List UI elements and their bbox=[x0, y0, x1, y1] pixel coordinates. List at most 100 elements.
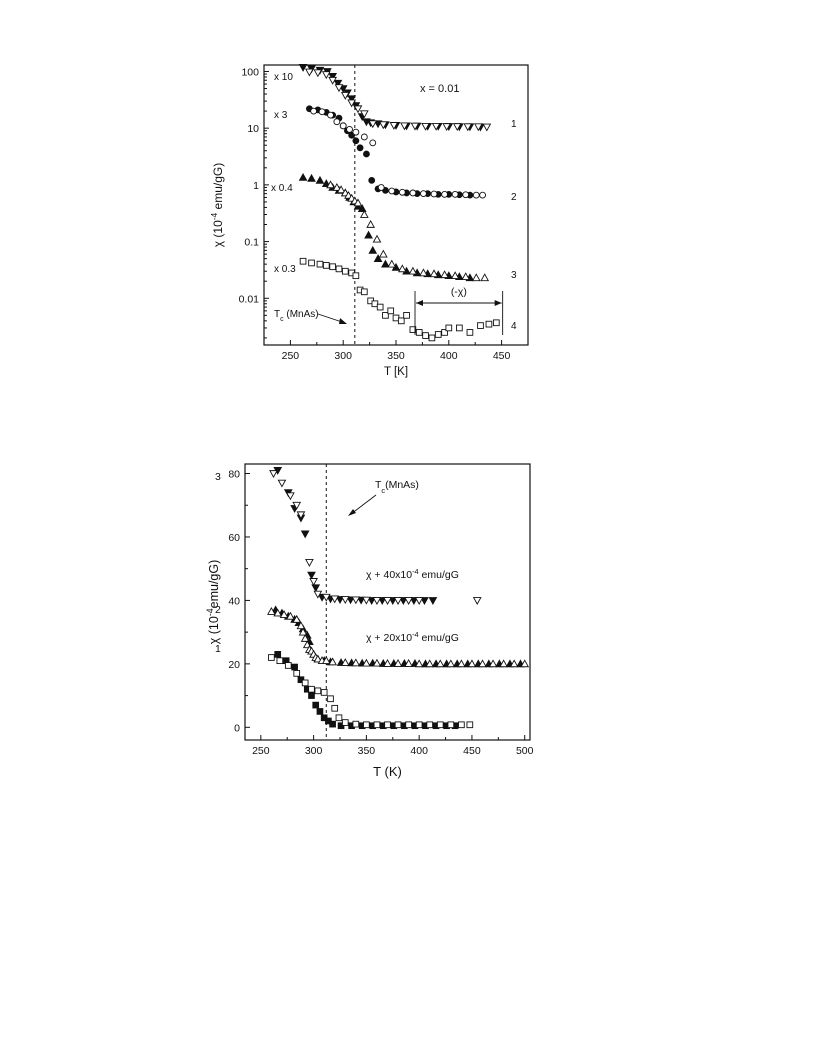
top-series-2-point bbox=[368, 176, 376, 184]
top-series-4-point bbox=[466, 329, 474, 336]
top-series-3-point bbox=[471, 273, 481, 282]
top-factor-label: x 3 bbox=[274, 110, 288, 121]
top-series-3-point bbox=[353, 198, 363, 207]
bottom-series-3-point bbox=[321, 593, 331, 602]
bottom-series-1-point bbox=[331, 704, 339, 712]
top-series-3-point bbox=[307, 173, 316, 182]
bottom-series-2-point bbox=[446, 659, 456, 668]
bottom-x-tick-label: 450 bbox=[463, 745, 481, 757]
top-series-1-point bbox=[463, 123, 473, 132]
top-x-tick-label: 450 bbox=[493, 350, 511, 362]
top-curve-label: 3 bbox=[511, 270, 517, 281]
bottom-series-2-point bbox=[362, 658, 371, 667]
top-series-2-point bbox=[441, 190, 448, 198]
bottom-series-2-point bbox=[509, 659, 519, 668]
top-series-2-point bbox=[377, 184, 385, 191]
top-y-tick-label: 0.1 bbox=[244, 237, 259, 249]
top-series-1-point bbox=[298, 64, 308, 72]
bottom-series-3-point bbox=[372, 597, 382, 605]
bottom-series-1-point bbox=[447, 721, 455, 729]
top-curve-label: 4 bbox=[511, 321, 517, 332]
top-series-4-point bbox=[456, 324, 463, 332]
top-series-4-point bbox=[376, 303, 384, 311]
bottom-series-3-point bbox=[367, 597, 377, 605]
top-series-2-point bbox=[420, 190, 427, 198]
top-x-tick-label: 350 bbox=[387, 350, 405, 362]
bottom-series-1-point bbox=[466, 721, 474, 729]
top-series-1-point bbox=[431, 122, 441, 131]
bottom-series-2-point bbox=[393, 659, 403, 667]
top-series-2-point bbox=[430, 190, 438, 198]
top-x-axis-label: T [K] bbox=[384, 366, 408, 378]
bottom-series-1-point bbox=[312, 701, 320, 709]
top-series-4-point bbox=[422, 332, 429, 339]
bottom-series-3-point bbox=[404, 597, 413, 605]
top-series-2-point bbox=[356, 144, 364, 152]
top-series-2-point bbox=[363, 150, 370, 158]
bottom-series-3-point bbox=[292, 501, 302, 510]
top-series-1-point bbox=[368, 120, 378, 129]
bottom-series-3-point bbox=[398, 597, 408, 605]
bottom-series-3-point bbox=[313, 590, 323, 599]
bottom-curve-label: 1 bbox=[215, 643, 221, 655]
top-series-4-point bbox=[492, 319, 500, 327]
top-y-tick-label: 1 bbox=[253, 180, 259, 192]
bottom-series-3-point bbox=[269, 470, 278, 479]
bottom-series-3-point bbox=[300, 530, 310, 539]
bottom-series-3-point bbox=[346, 596, 355, 605]
top-series-4-point bbox=[299, 257, 307, 265]
bottom-series-1-point bbox=[308, 685, 315, 693]
bottom-y-tick-label: 60 bbox=[228, 532, 240, 544]
top-series-1-point bbox=[378, 121, 388, 130]
top-series-1-point bbox=[347, 99, 357, 108]
top-series-1-point bbox=[321, 71, 331, 80]
top-series-2-point bbox=[352, 137, 360, 145]
top-series-1-point bbox=[400, 122, 409, 131]
bottom-series-1-point bbox=[436, 721, 444, 729]
bottom-series-2-point bbox=[435, 659, 445, 668]
top-series-3-point bbox=[480, 273, 490, 282]
top-series-2-point bbox=[360, 133, 368, 141]
top-series-3-point bbox=[359, 209, 369, 218]
bottom-chart: 250 300 350 400 450 500 0 20 40 60 80 T (K) χ (10-4e… bbox=[205, 463, 534, 779]
bottom-curve-label: 2 bbox=[215, 604, 221, 616]
top-series-4-point bbox=[477, 322, 484, 329]
top-curve-label: 2 bbox=[511, 192, 517, 203]
top-series-4-point bbox=[335, 265, 343, 273]
top-series-2-point bbox=[369, 139, 377, 147]
top-neg-chi-arrowhead-left bbox=[416, 300, 424, 306]
top-series-3-point bbox=[364, 230, 373, 239]
top-tc-arrowhead bbox=[339, 318, 347, 324]
bottom-series-2-point bbox=[404, 659, 413, 667]
top-series-4-point bbox=[409, 326, 417, 333]
bottom-series-1-point bbox=[268, 654, 275, 661]
top-series-3-point bbox=[408, 266, 418, 275]
top-series-4-point bbox=[360, 288, 368, 296]
bottom-series-2-point bbox=[292, 614, 302, 623]
top-series-1-point bbox=[328, 73, 338, 81]
top-series-1-point bbox=[353, 105, 363, 114]
top-factor-label: x 10 bbox=[274, 72, 293, 83]
top-y-tick-label: 100 bbox=[241, 66, 259, 78]
top-series-3-point bbox=[419, 268, 428, 277]
bottom-series-1-point bbox=[314, 687, 322, 695]
top-series-1-point bbox=[328, 76, 338, 85]
top-series-3-point bbox=[357, 204, 367, 213]
bottom-y-tick-label: 80 bbox=[228, 469, 240, 481]
bottom-series-2-point bbox=[457, 659, 466, 668]
top-series-4-point bbox=[403, 312, 410, 319]
top-series-4-point bbox=[308, 259, 315, 267]
top-series-2-point bbox=[462, 191, 470, 199]
top-series-3-point bbox=[450, 271, 460, 280]
bottom-series-3-point bbox=[296, 511, 306, 520]
bottom-series-1-point bbox=[320, 689, 328, 696]
bottom-series-2-point bbox=[414, 659, 424, 668]
bottom-series-2-point bbox=[372, 658, 382, 667]
top-series-2-point bbox=[318, 108, 326, 116]
bottom-series-1-point bbox=[335, 714, 343, 722]
top-neg-chi-label: (-χ) bbox=[451, 286, 467, 298]
top-x-tick-label: 300 bbox=[334, 350, 352, 362]
top-series-4-point bbox=[428, 334, 436, 342]
bottom-series-3-point bbox=[409, 597, 419, 605]
bottom-series-1-point bbox=[291, 663, 298, 671]
